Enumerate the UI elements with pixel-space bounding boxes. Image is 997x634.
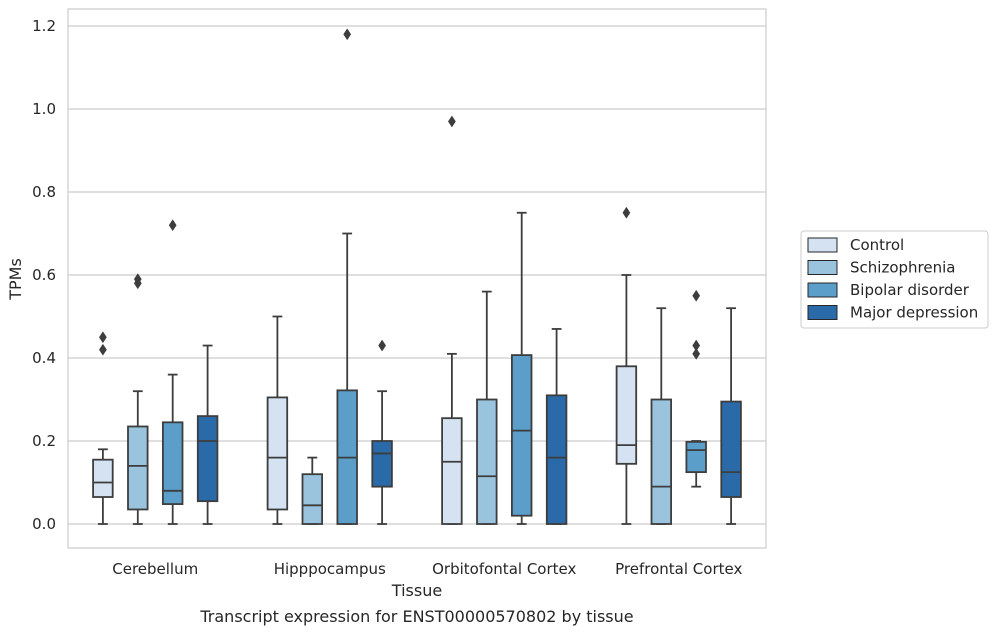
legend-swatch [807,305,838,320]
x-tick-label: Prefrontal Cortex [615,560,742,578]
iqr-box [196,415,219,503]
y-tick-label: 0.2 [32,432,56,450]
x-tick-label: Orbitofontal Cortex [432,560,576,578]
legend-label: Major depression [850,304,978,322]
x-tick-labels: Cerebellum Hipppocampus Orbitofontal Corte… [112,560,742,578]
legend-item: Major depression [807,304,978,322]
iqr-box [266,396,289,511]
outlier-point [692,347,701,360]
iqr-box [371,440,393,488]
boxes [92,28,742,525]
y-axis-title: TPMs [6,258,25,301]
y-tick-label: 1.0 [32,100,56,118]
outlier-point [99,343,107,356]
box-bipolar-disorder [161,219,184,525]
outlier-point [343,28,352,41]
legend-frame [800,230,989,329]
box-schizophrenia [476,290,498,525]
outlier-point [378,339,386,352]
legend-item: Control [807,236,904,254]
box-major-depression [545,328,568,525]
legend-label: Schizophrenia [850,259,955,277]
x-tick-label: Cerebellum [112,560,198,578]
iqr-box [301,473,324,525]
box-bipolar-disorder [510,211,533,525]
y-tick-label: 0.4 [32,349,56,367]
x-axis-title: Tissue [391,581,442,600]
legend-swatch [807,282,838,298]
x-tick-label: Hipppocampus [274,560,386,578]
outlier-point [99,331,107,344]
y-tick-label: 0.8 [32,183,56,201]
y-tick-label: 0.6 [32,266,56,284]
box-schizophrenia [127,273,149,525]
outlier-point [692,339,701,352]
box-bipolar-disorder [685,289,707,488]
iqr-box [127,425,149,511]
y-tick-label: 1.2 [32,17,56,35]
box-major-depression [720,307,742,525]
box-control [266,315,289,525]
iqr-box [650,398,673,525]
box-major-depression [371,339,393,525]
legend-swatch [807,237,838,253]
box-bipolar-disorder [336,28,358,525]
box-schizophrenia [650,307,673,525]
outlier-point [622,206,631,219]
iqr-box [615,365,638,465]
iqr-box [510,354,533,517]
outlier-point [448,115,456,128]
box-control [615,206,638,525]
iqr-box [545,394,568,525]
iqr-box [476,398,498,525]
box-schizophrenia [301,456,324,525]
iqr-box [441,417,463,525]
legend-label: Bipolar disorder [850,281,970,299]
iqr-box [92,458,114,498]
box-control [441,115,463,525]
y-tick-labels: 0.0 0.2 0.4 0.6 0.8 1.0 1.2 [32,17,56,533]
y-tick-label: 0.0 [32,515,56,533]
outlier-point [692,289,701,302]
box-control [92,331,114,525]
figure-caption: Transcript expression for ENST0000057080… [199,607,633,626]
outlier-point [133,273,142,286]
legend-item: Schizophrenia [807,259,955,277]
legend: Control Schizophrenia Bipolar disorder Majo… [800,230,989,329]
plot-frame [67,8,767,549]
iqr-box [685,440,707,474]
outlier-point [168,219,177,232]
box-major-depression [196,344,219,525]
iqr-box [161,421,184,505]
iqr-box [720,400,742,498]
legend-item: Bipolar disorder [807,281,970,299]
gridlines [68,25,766,525]
legend-label: Control [850,236,904,254]
legend-swatch [807,260,838,275]
